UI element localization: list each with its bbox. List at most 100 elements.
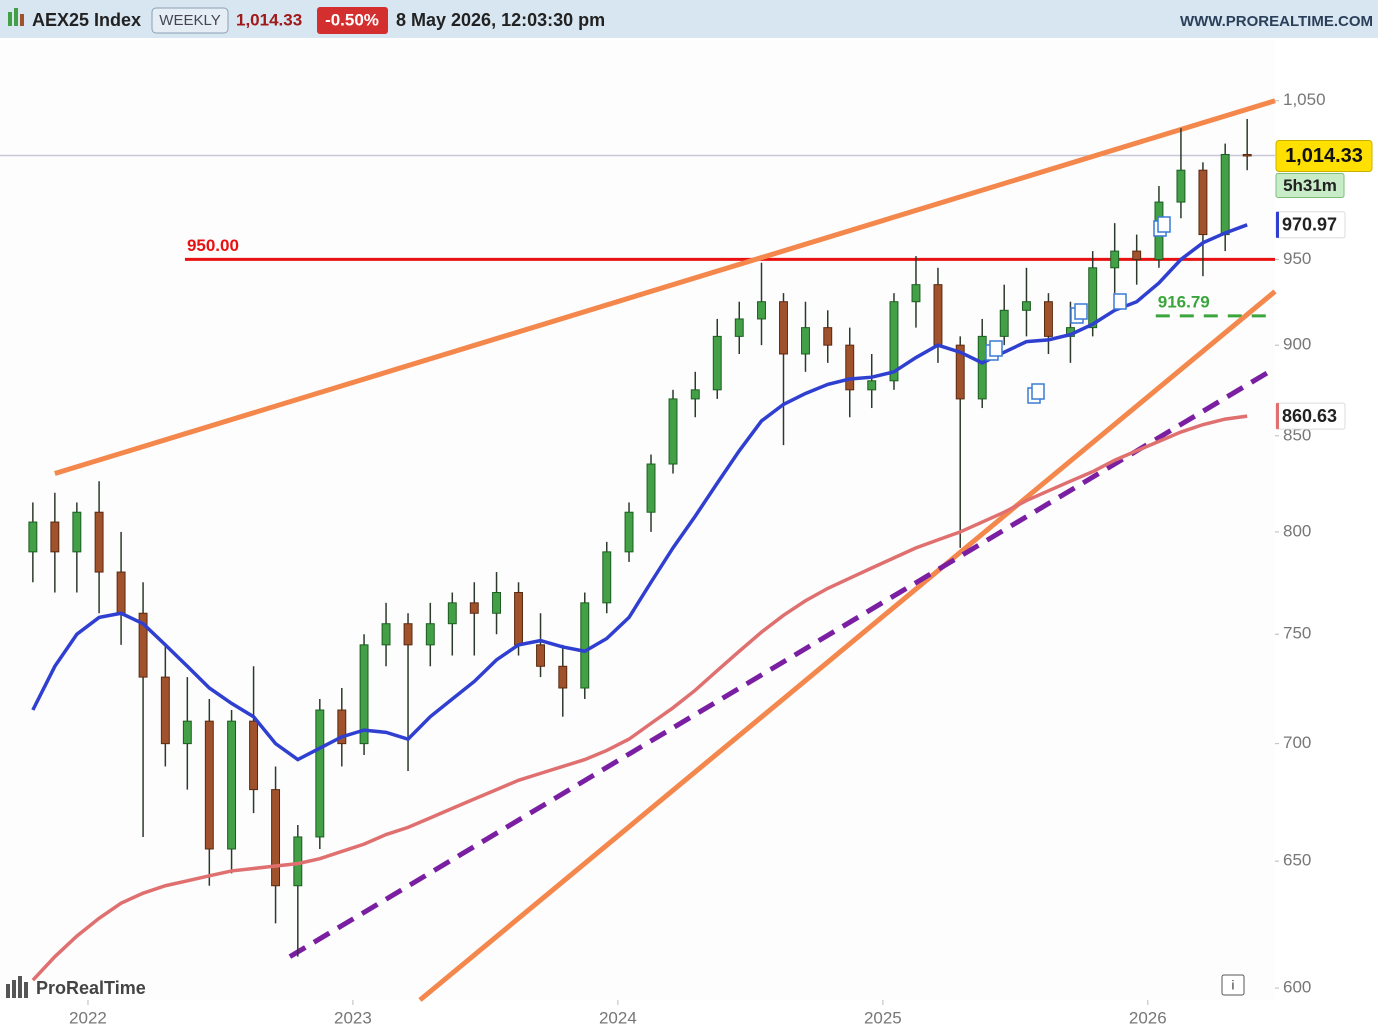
info-icon[interactable]: i (1221, 974, 1245, 996)
candle-body (668, 398, 678, 465)
candle-body (712, 335, 722, 391)
ema-line (31, 223, 1248, 762)
y-tick-label: 1,050 (1283, 90, 1326, 109)
level-label: 916.79 (1158, 292, 1210, 311)
candle-body (138, 612, 148, 678)
y-tick-label: 750 (1283, 624, 1311, 643)
candle-body (1043, 301, 1053, 337)
candle-body (94, 511, 104, 573)
candle-body (50, 521, 60, 553)
note-icons (985, 216, 1171, 404)
candle-body (1110, 250, 1120, 269)
candle-body (182, 720, 192, 745)
x-tick-label: 2023 (334, 1008, 372, 1027)
candle-body (1176, 169, 1186, 203)
level-label: 950.00 (187, 236, 239, 255)
candle-body (447, 602, 457, 625)
candle-body (337, 709, 347, 745)
candle-body (469, 602, 479, 614)
trendline (288, 366, 1277, 959)
candle-body (911, 284, 921, 303)
countdown: 5h31m (1283, 176, 1337, 195)
y-tick-label: 850 (1283, 425, 1311, 444)
candle-body (690, 389, 700, 400)
candle-body (977, 335, 987, 400)
candle-body (646, 463, 656, 513)
x-tick-label: 2024 (599, 1008, 637, 1027)
candle-body (867, 380, 877, 391)
candle-body (779, 301, 788, 355)
candle-body (845, 344, 855, 391)
candle-body (734, 318, 744, 337)
plot: 1,050 950 900 850 800 750 700 650 600 2022 2023 202… (0, 40, 1373, 1027)
y-tick-label: 600 (1283, 978, 1311, 997)
candle-body (381, 623, 391, 646)
candle-body (1220, 153, 1230, 236)
candle-body (359, 644, 369, 745)
symbol: AEX25 Index (32, 10, 141, 30)
x-tick-label: 2022 (69, 1008, 107, 1027)
candle-body (249, 720, 259, 791)
price-tag (1275, 140, 1373, 173)
watermark: ProRealTime (36, 978, 146, 998)
x-tick-label: 2026 (1129, 1008, 1167, 1027)
ema-tag-bar (1276, 403, 1279, 430)
candle-body (889, 301, 899, 382)
logo (8, 8, 24, 26)
watermark-logo (6, 976, 28, 998)
candle-body (72, 511, 82, 553)
period[interactable]: WEEKLY (159, 12, 220, 29)
y-tick-label: 700 (1283, 733, 1311, 752)
candle-body (757, 301, 766, 320)
candle-body (624, 511, 634, 553)
change: -0.50% (325, 10, 379, 29)
datetime: 8 May 2026, 12:03:30 pm (396, 10, 605, 30)
candle-body (1022, 301, 1031, 311)
candle-body (403, 623, 413, 646)
y-tick-label: 650 (1283, 851, 1311, 870)
ema-tag-label: 970.97 (1282, 215, 1337, 235)
candle-body (801, 327, 810, 355)
candle-body (602, 551, 612, 604)
candle-body (536, 644, 545, 667)
trendline (418, 289, 1277, 1002)
site: WWW.PROREALTIME.COM (1180, 13, 1373, 30)
period-box[interactable] (151, 7, 229, 34)
trendline (54, 98, 1276, 476)
x-tick-label: 2025 (864, 1008, 902, 1027)
change-box (317, 7, 388, 34)
plot-area (0, 40, 1275, 1000)
candle-body (514, 592, 523, 646)
candle-body (999, 309, 1009, 337)
candle-body (28, 521, 38, 553)
candle-body (823, 327, 833, 346)
y-tick-label: 900 (1283, 335, 1311, 354)
y-tick-label: 800 (1283, 521, 1311, 540)
candle-body (271, 789, 281, 887)
candle-body (933, 284, 943, 346)
candle-body (1132, 250, 1142, 260)
header-bar (0, 0, 1378, 38)
candle-body (580, 602, 590, 689)
ema-tag-bar (1276, 211, 1279, 238)
ema-tag-label: 860.63 (1282, 406, 1337, 426)
candle-body (1088, 267, 1098, 329)
candle-body (492, 592, 501, 614)
candle-body (1198, 169, 1208, 236)
y-tick-label: 950 (1283, 249, 1311, 268)
candle-body (204, 720, 214, 850)
candle-body (955, 344, 965, 400)
ema-line (31, 414, 1248, 982)
candle-body (315, 709, 325, 838)
svg-text:i: i (1232, 977, 1235, 992)
candle-body (116, 571, 126, 614)
candle-body (425, 623, 435, 646)
candle-body (558, 665, 568, 689)
candle-body (227, 720, 237, 850)
price-tag-label: 1,014.33 (1285, 145, 1363, 167)
candle-body (1242, 153, 1252, 157)
price: 1,014.33 (236, 10, 302, 29)
countdown-box (1275, 173, 1345, 199)
candle-body (160, 676, 170, 745)
